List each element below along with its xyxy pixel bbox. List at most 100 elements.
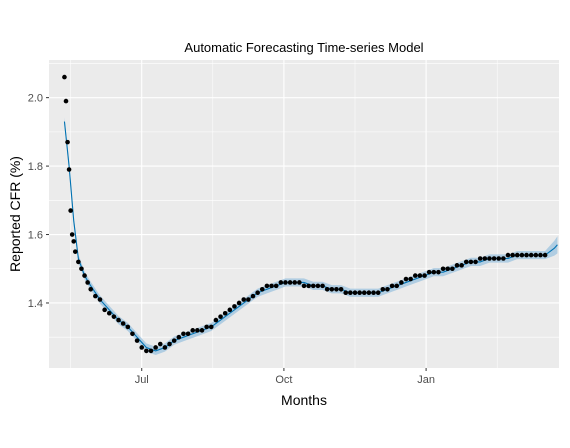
observed-point	[399, 280, 404, 285]
observed-point	[334, 286, 339, 292]
observed-point	[76, 259, 81, 265]
observed-point	[422, 273, 427, 278]
observed-point	[106, 310, 112, 316]
observed-point	[65, 139, 70, 145]
observed-point	[538, 252, 543, 258]
observed-point	[320, 283, 325, 289]
observed-point	[62, 74, 67, 80]
observed-point	[93, 293, 98, 299]
observed-point	[385, 286, 390, 292]
observed-point	[208, 324, 214, 330]
observed-point	[111, 314, 117, 319]
observed-point	[218, 314, 223, 319]
observed-point	[269, 283, 274, 289]
observed-point	[450, 266, 455, 272]
observed-point	[343, 290, 349, 296]
observed-point	[524, 252, 529, 258]
observed-point	[306, 283, 311, 289]
observed-point	[167, 341, 172, 347]
observed-point	[213, 317, 219, 323]
observed-point	[394, 283, 400, 289]
observed-point	[181, 331, 186, 337]
x-axis-ticks: Jul Oct Jan	[135, 368, 435, 386]
observed-point	[297, 280, 302, 285]
observed-point	[412, 273, 418, 278]
observed-point	[501, 256, 506, 261]
observed-point	[283, 280, 288, 285]
observed-point	[88, 286, 94, 292]
y-axis-ticks: 1.4 1.6 1.8 2.0	[28, 93, 49, 310]
observed-point	[82, 273, 87, 278]
observed-point	[190, 328, 196, 333]
observed-point	[491, 256, 497, 261]
observed-point	[227, 307, 233, 313]
observed-point	[528, 252, 534, 258]
observed-point	[510, 252, 515, 258]
observed-point	[375, 290, 381, 296]
observed-point	[310, 283, 316, 289]
observed-point	[63, 98, 69, 104]
observed-point	[459, 263, 464, 268]
observed-points-layer	[62, 74, 548, 354]
observed-point	[241, 297, 247, 302]
y-tick-label-0: 1.4	[28, 298, 43, 310]
x-axis-title: Months	[281, 392, 327, 408]
observed-point	[199, 328, 205, 333]
chart-title: Automatic Forecasting Time-series Model	[184, 40, 423, 55]
x-tick-label-2: Jan	[417, 374, 435, 386]
observed-point	[454, 263, 460, 268]
observed-point	[468, 259, 474, 265]
observed-point	[255, 290, 260, 296]
observed-point	[69, 232, 75, 237]
observed-point	[361, 290, 367, 296]
observed-point	[204, 324, 209, 330]
observed-point	[71, 239, 77, 244]
observed-point	[338, 286, 344, 292]
observed-point	[125, 324, 131, 330]
observed-point	[148, 348, 154, 354]
observed-point	[348, 290, 353, 296]
observed-point	[417, 273, 423, 278]
observed-point	[463, 259, 469, 265]
observed-point	[542, 252, 548, 258]
observed-point	[259, 286, 265, 292]
observed-point	[153, 345, 158, 350]
observed-point	[139, 345, 145, 350]
observed-point	[408, 276, 413, 282]
observed-point	[185, 331, 191, 337]
observed-point	[273, 283, 279, 289]
observed-point	[250, 293, 256, 299]
observed-point	[533, 252, 539, 258]
y-tick-label-3: 2.0	[28, 93, 43, 105]
observed-point	[315, 283, 321, 289]
observed-point	[436, 269, 441, 275]
observed-point	[389, 283, 395, 289]
observed-point	[380, 286, 386, 292]
observed-point	[162, 345, 168, 350]
observed-point	[246, 297, 251, 302]
observed-point	[72, 249, 78, 254]
observed-point	[440, 266, 446, 272]
observed-point	[301, 283, 307, 289]
observed-point	[85, 280, 90, 285]
y-tick-label-1: 1.6	[28, 230, 43, 242]
observed-point	[329, 286, 335, 292]
observed-point	[292, 280, 298, 285]
observed-point	[431, 269, 437, 275]
y-tick-label-2: 1.8	[28, 161, 43, 173]
observed-point	[120, 321, 126, 326]
observed-point	[116, 317, 121, 323]
observed-point	[134, 338, 140, 343]
grid-major	[49, 60, 559, 368]
observed-point	[371, 290, 376, 296]
observed-point	[79, 266, 84, 272]
observed-point	[357, 290, 362, 296]
observed-point	[144, 348, 149, 354]
observed-point	[352, 290, 358, 296]
observed-point	[487, 256, 492, 261]
observed-point	[278, 280, 284, 285]
observed-point	[236, 300, 242, 306]
observed-point	[222, 310, 228, 316]
